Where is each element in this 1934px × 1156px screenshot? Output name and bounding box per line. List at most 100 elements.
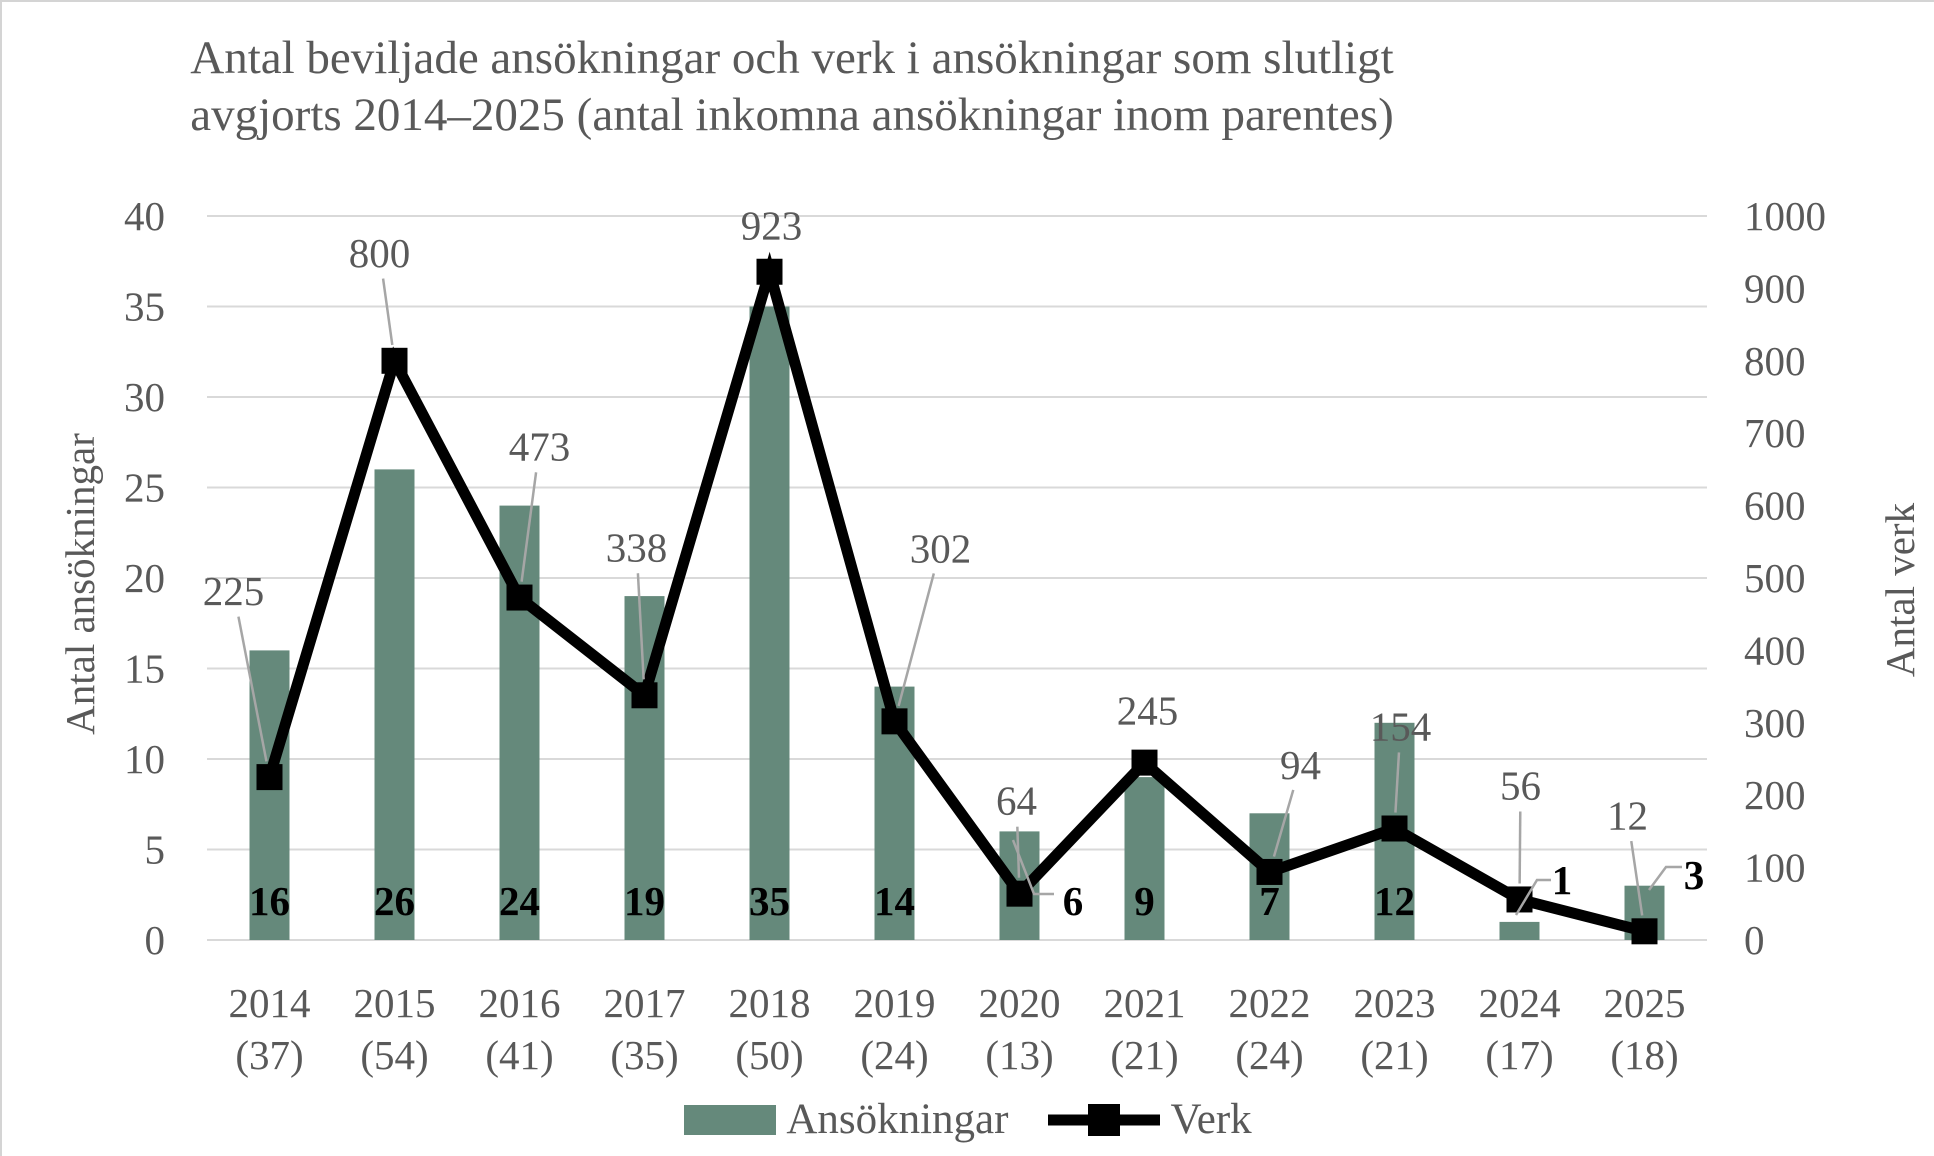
legend-item-ansokningar: Ansökningar xyxy=(684,1096,1008,1144)
chart-title: Antal beviljade ansökningar och verk i a… xyxy=(132,30,1452,144)
bar-value-label: 19 xyxy=(624,878,665,924)
leader-line xyxy=(381,278,394,346)
x-tick-label-year: 2021 xyxy=(1104,980,1186,1026)
x-tick-label-incoming: (17) xyxy=(1485,1032,1553,1078)
x-tick-label-incoming: (50) xyxy=(735,1032,803,1078)
verk-marker xyxy=(631,682,658,709)
legend-item-verk: Verk xyxy=(1048,1096,1252,1144)
line-marker-icon xyxy=(1048,1104,1161,1136)
y-tick-label-left: 15 xyxy=(124,646,165,692)
y-tick-label-right: 100 xyxy=(1744,845,1806,891)
verk-marker xyxy=(1131,749,1158,776)
y-tick-label-right: 0 xyxy=(1744,917,1765,963)
x-tick-label-incoming: (18) xyxy=(1610,1032,1678,1078)
verk-value-label: 225 xyxy=(203,568,265,614)
leader-line xyxy=(1016,826,1021,878)
x-tick-label-year: 2025 xyxy=(1604,980,1686,1026)
verk-marker xyxy=(1631,918,1658,945)
y-tick-label-left: 40 xyxy=(124,193,165,239)
verk-value-label: 800 xyxy=(349,230,411,276)
y-tick-label-right: 600 xyxy=(1744,483,1806,529)
leader-line xyxy=(1272,789,1295,857)
y-tick-label-left: 20 xyxy=(124,555,165,601)
verk-marker xyxy=(381,347,408,374)
verk-value-label: 302 xyxy=(910,525,972,571)
bar-value-label: 7 xyxy=(1259,878,1280,924)
verk-line xyxy=(264,251,1646,937)
verk-marker xyxy=(256,764,283,791)
y-tick-label-left: 10 xyxy=(124,736,165,782)
bar xyxy=(749,306,790,940)
x-tick-label-incoming: (24) xyxy=(860,1032,928,1078)
leader-line xyxy=(237,616,268,762)
x-tick-label-year: 2016 xyxy=(479,980,561,1026)
y-tick-label-right: 800 xyxy=(1744,338,1806,384)
leader-line xyxy=(897,573,936,707)
verk-value-label: 473 xyxy=(509,424,571,470)
leader-line xyxy=(1394,752,1401,813)
y-tick-label-right: 200 xyxy=(1744,772,1806,818)
x-tick-label-incoming: (24) xyxy=(1235,1032,1303,1078)
verk-value-label: 64 xyxy=(996,778,1037,824)
y-tick-label-right: 500 xyxy=(1744,555,1806,601)
x-tick-label-incoming: (13) xyxy=(985,1032,1053,1078)
bar xyxy=(1499,921,1540,940)
x-tick-label-year: 2014 xyxy=(229,980,311,1026)
x-tick-label-incoming: (37) xyxy=(235,1032,303,1078)
x-tick-label-year: 2022 xyxy=(1229,980,1311,1026)
bar-value-label: 24 xyxy=(499,878,540,924)
y-tick-label-left: 25 xyxy=(124,465,165,511)
x-tick-label-year: 2015 xyxy=(354,980,436,1026)
x-tick-label-year: 2020 xyxy=(979,980,1061,1026)
y-tick-label-left: 35 xyxy=(124,284,165,330)
chart-title-line1: Antal beviljade ansökningar och verk i a… xyxy=(190,32,1394,84)
x-tick-label-incoming: (41) xyxy=(485,1032,553,1078)
y-tick-label-right: 900 xyxy=(1744,265,1806,311)
legend: Ansökningar Verk xyxy=(2,1096,1934,1144)
bar xyxy=(1124,777,1165,940)
y-tick-label-right: 700 xyxy=(1744,410,1806,456)
y-tick-label-left: 5 xyxy=(145,827,166,873)
legend-bar-label: Ansökningar xyxy=(786,1096,1009,1143)
bar-value-label: 12 xyxy=(1374,878,1415,924)
leader-line xyxy=(636,573,645,680)
x-tick-label-year: 2019 xyxy=(854,980,936,1026)
y-tick-label-right: 400 xyxy=(1744,627,1806,673)
leader-line xyxy=(1630,840,1644,916)
y-tick-label-left: 0 xyxy=(145,917,166,963)
legend-line-label: Verk xyxy=(1170,1096,1252,1143)
bar-value-label: 1 xyxy=(1552,857,1573,903)
verk-marker xyxy=(1381,815,1408,842)
bar-value-label: 26 xyxy=(374,878,415,924)
verk-value-label: 94 xyxy=(1280,742,1321,788)
bar-value-label: 35 xyxy=(749,878,790,924)
verk-marker xyxy=(506,584,533,611)
verk-marker xyxy=(881,708,908,735)
leader-line xyxy=(520,472,538,582)
x-tick-label-incoming: (21) xyxy=(1110,1032,1178,1078)
x-tick-label-incoming: (35) xyxy=(610,1032,678,1078)
x-tick-label-year: 2017 xyxy=(604,980,686,1026)
bar-value-label: 9 xyxy=(1134,878,1155,924)
verk-value-label: 338 xyxy=(606,524,668,570)
bar xyxy=(374,469,415,940)
x-tick-label-incoming: (21) xyxy=(1360,1032,1428,1078)
verk-value-label: 12 xyxy=(1607,792,1648,838)
y-tick-label-right: 300 xyxy=(1744,700,1806,746)
bar-value-label: 14 xyxy=(874,878,915,924)
verk-value-label: 923 xyxy=(741,203,803,249)
bar-value-label: 3 xyxy=(1684,852,1705,898)
verk-value-label: 154 xyxy=(1370,704,1432,750)
leader-line xyxy=(1518,811,1522,884)
y-tick-label-left: 30 xyxy=(124,374,165,420)
verk-marker xyxy=(1256,858,1283,885)
leader-line xyxy=(1514,878,1551,916)
verk-marker xyxy=(756,258,783,285)
x-tick-label-year: 2024 xyxy=(1479,980,1561,1026)
leader-line xyxy=(1647,865,1682,891)
verk-value-label: 245 xyxy=(1117,688,1179,734)
x-tick-label-year: 2023 xyxy=(1354,980,1436,1026)
chart-title-line2: avgjorts 2014–2025 (antal inkomna ansökn… xyxy=(190,89,1394,141)
